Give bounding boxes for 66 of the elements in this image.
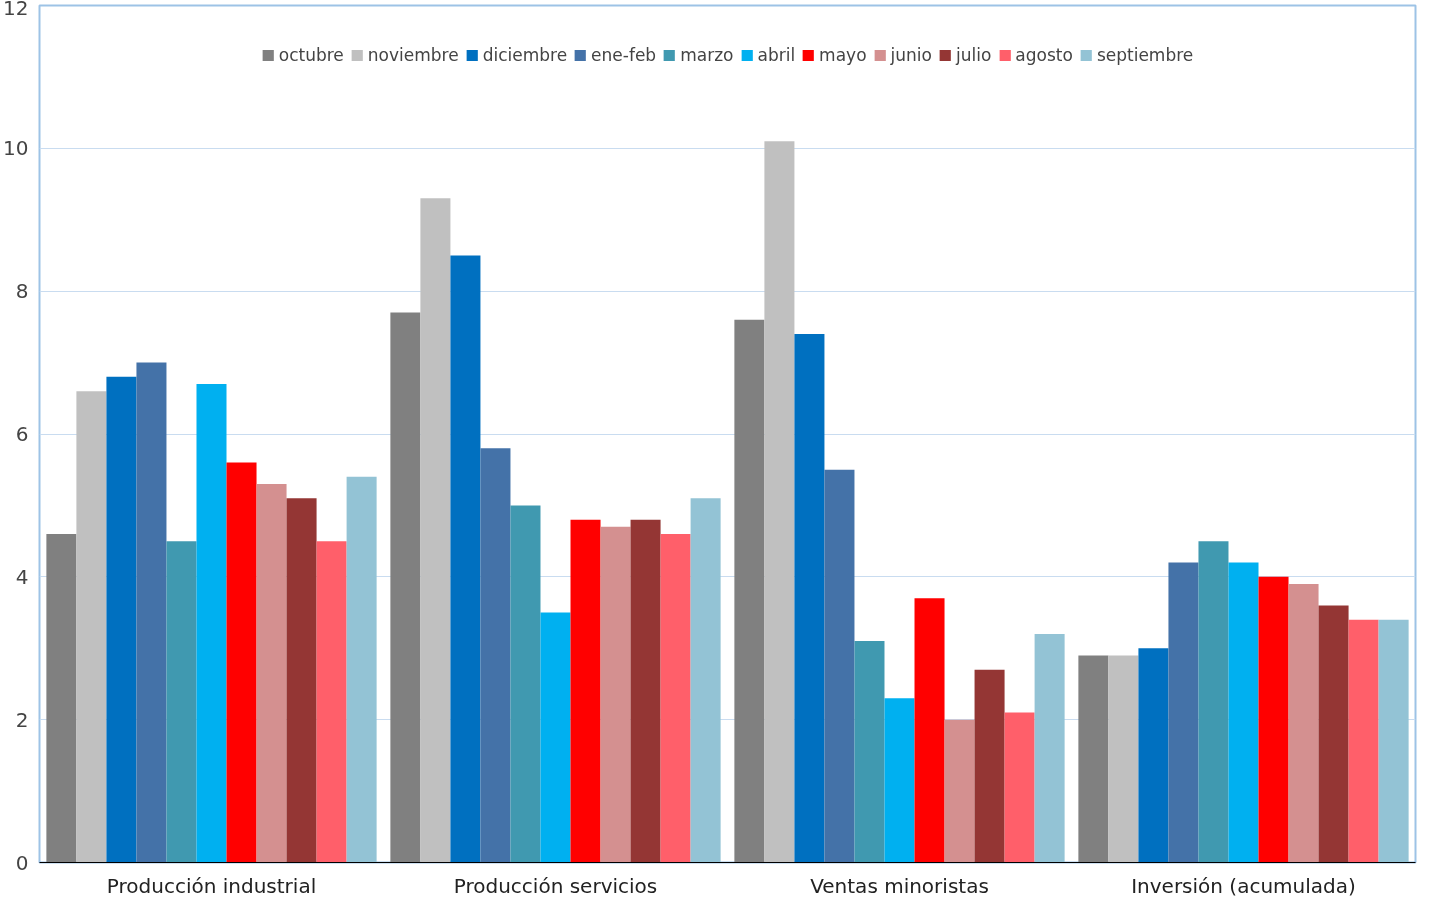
- bar: [824, 469, 855, 863]
- bar: [974, 669, 1005, 863]
- bar: [480, 448, 511, 863]
- y-tick-label: 8: [15, 279, 29, 304]
- legend-label: noviembre: [367, 45, 459, 65]
- bar: [734, 319, 765, 863]
- bar: [420, 198, 451, 863]
- legend-label: ene-feb: [591, 45, 657, 65]
- bar: [1078, 655, 1109, 863]
- bar: [1288, 583, 1319, 863]
- bar: [450, 255, 481, 863]
- legend-label: mayo: [819, 45, 867, 65]
- y-tick-label: 4: [15, 564, 29, 589]
- y-tick-label: 10: [3, 136, 29, 161]
- bar: [1004, 712, 1035, 863]
- legend-label: diciembre: [482, 45, 568, 65]
- bar: [600, 526, 631, 863]
- bar: [944, 719, 975, 863]
- bar: [854, 641, 885, 863]
- bar: [570, 519, 601, 863]
- bar: [136, 362, 167, 863]
- bar: [1168, 562, 1199, 863]
- bar: [1318, 605, 1349, 863]
- bar: [690, 498, 721, 863]
- bar: [1198, 541, 1229, 863]
- bar: [106, 376, 137, 863]
- bar: [1034, 633, 1065, 863]
- y-tick-label: 2: [15, 707, 29, 732]
- legend-label: octubre: [278, 45, 344, 65]
- bar: [1378, 619, 1409, 863]
- bar: [914, 598, 945, 863]
- legend-label: marzo: [680, 45, 734, 65]
- legend-label: abril: [757, 45, 796, 65]
- bar: [1258, 576, 1289, 863]
- bar: [346, 476, 377, 863]
- legend-label: septiembre: [1096, 45, 1194, 65]
- legend-label: agosto: [1015, 45, 1073, 65]
- x-tick-label: Producción servicios: [453, 873, 658, 898]
- bar: [540, 612, 571, 863]
- y-tick-label: 6: [15, 422, 29, 446]
- bar: [286, 498, 317, 863]
- bar: [510, 505, 541, 863]
- bar: [196, 384, 227, 863]
- bar: [1108, 655, 1139, 863]
- bar: [316, 541, 347, 863]
- bar: [256, 483, 287, 863]
- bar: [884, 698, 915, 863]
- legend-label: julio: [955, 45, 992, 65]
- bar: [1138, 648, 1169, 863]
- y-tick-label: 0: [15, 850, 29, 875]
- bar: [166, 541, 197, 863]
- x-tick-label: Producción industrial: [106, 873, 317, 898]
- bar: [226, 462, 257, 863]
- legend-label: junio: [890, 45, 932, 65]
- bar: [1228, 562, 1259, 863]
- x-tick-label: Ventas minoristas: [810, 873, 989, 898]
- y-tick-label: 12: [3, 0, 29, 20]
- bar: [660, 533, 691, 863]
- bar: [630, 519, 661, 863]
- bar: [1348, 619, 1379, 863]
- bar: [46, 533, 77, 863]
- x-tick-label: Inversión (acumulada): [1131, 873, 1356, 898]
- bar: [76, 391, 107, 863]
- bar: [764, 141, 795, 863]
- bar: [794, 334, 825, 863]
- bar: [390, 312, 421, 863]
